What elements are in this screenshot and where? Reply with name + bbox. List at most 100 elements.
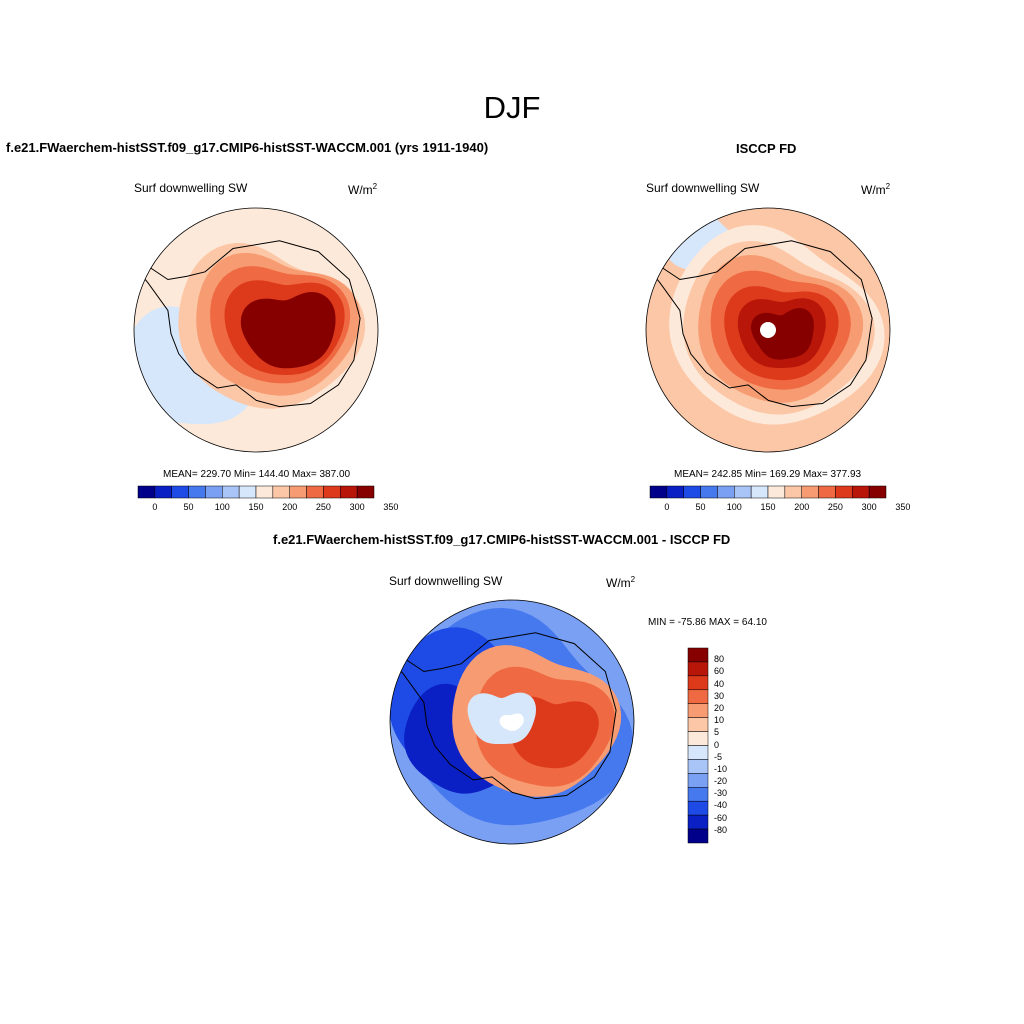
obs-colorbar-box: [750, 485, 769, 499]
obs-colorbar-box: [649, 485, 668, 499]
diff-variable-label: Surf downwelling SW: [389, 574, 503, 588]
obs-colorbar-tick: 50: [695, 502, 706, 512]
obs-stats-label: MEAN= 242.85 Min= 169.29 Max= 377.93: [674, 469, 862, 480]
model-colorbar-box: [255, 485, 274, 499]
obs-contour-8: [751, 308, 814, 360]
diff-colorbar-label: -20: [714, 776, 728, 787]
model-colorbar-box: [171, 485, 189, 499]
model-colorbar-box: [188, 485, 206, 499]
obs-colorbar-box: [852, 485, 870, 499]
model-colorbar-tick: 350: [383, 502, 399, 512]
diff-colorbar-label: 0: [714, 739, 720, 750]
diff-colorbar-label: 60: [714, 666, 725, 677]
model-colorbar-box: [340, 485, 358, 499]
diff-colorbar-box: [687, 800, 709, 816]
diff-colorbar-label: -5: [714, 751, 723, 762]
model-coastline: [134, 240, 361, 408]
diff-colorbar-box: [687, 647, 709, 663]
obs-colorbar-tick: 300: [861, 502, 877, 512]
diff-colorbar-box: [687, 828, 709, 844]
diff-colorbar-label: -10: [714, 763, 728, 774]
model-colorbar-box: [205, 485, 223, 499]
diff-colorbar-label: -60: [714, 812, 728, 823]
model-colorbar-box: [356, 485, 375, 499]
obs-variable-label: Surf downwelling SW: [646, 181, 760, 195]
diff-map-field: [390, 600, 634, 844]
obs-colorbar-tick: 150: [760, 502, 776, 512]
diff-colorbar-box: [687, 787, 709, 802]
season-title: DJF: [483, 90, 541, 125]
diff-colorbar-box: [687, 689, 709, 704]
obs-colorbar-box: [717, 485, 735, 499]
obs-colorbar-tick: 100: [726, 502, 742, 512]
obs-colorbar-box: [767, 485, 786, 499]
obs-colorbar-tick: 0: [664, 502, 670, 512]
obs-colorbar-box: [666, 485, 684, 499]
diff-map-border: [389, 599, 635, 845]
model-colorbar-tick: 300: [349, 502, 365, 512]
obs-coastline: [646, 240, 873, 408]
model-colorbar-box: [154, 485, 172, 499]
model-colorbar-tick: 150: [248, 502, 264, 512]
obs-colorbar-box: [700, 485, 718, 499]
obs-colorbar-tick: 250: [827, 502, 843, 512]
diff-colorbar-box: [687, 773, 709, 788]
obs-colorbar-tick: 350: [895, 502, 911, 512]
diff-colorbar-box: [687, 703, 709, 718]
model-colorbar-tick: 200: [282, 502, 298, 512]
diff-colorbar-box: [687, 717, 709, 732]
obs-colorbar-box: [784, 485, 802, 499]
model-colorbar-box: [238, 485, 257, 499]
model-colorbar-tick: 50: [183, 502, 194, 512]
model-colorbar-tick: 250: [315, 502, 331, 512]
obs-units-label: W/m2: [861, 182, 891, 197]
model-colorbar-tick: 100: [214, 502, 230, 512]
obs-map-field: [646, 208, 890, 452]
diff-panel-title: f.e21.FWaerchem-histSST.f09_g17.CMIP6-hi…: [273, 532, 731, 547]
diff-colorbar-box: [687, 731, 709, 746]
diff-colorbar-label: 30: [714, 690, 725, 701]
diff-colorbar-label: -80: [714, 824, 728, 835]
obs-colorbar-box: [868, 485, 887, 499]
model-stats-label: MEAN= 229.70 Min= 144.40 Max= 387.00: [163, 469, 351, 480]
model-colorbar-tick: 0: [152, 502, 158, 512]
diff-colorbar-label: 5: [714, 727, 720, 738]
obs-map-border: [645, 207, 891, 453]
diff-coastline: [390, 632, 617, 800]
model-units-label: W/m2: [348, 182, 378, 197]
diff-colorbar-label: 40: [714, 678, 725, 689]
obs-colorbar-box: [801, 485, 819, 499]
obs-pole-hole: [760, 322, 776, 338]
model-variable-label: Surf downwelling SW: [134, 181, 248, 195]
diff-colorbar-label: -30: [714, 788, 728, 799]
diff-colorbar-box: [687, 814, 709, 830]
model-colorbar-box: [306, 485, 324, 499]
obs-colorbar-box: [818, 485, 836, 499]
model-colorbar-box: [272, 485, 290, 499]
obs-colorbar-box: [734, 485, 752, 499]
diff-colorbar-box: [687, 745, 709, 760]
obs-colorbar-box: [835, 485, 853, 499]
obs-colorbar-tick: 200: [794, 502, 810, 512]
model-colorbar-box: [222, 485, 240, 499]
model-contour-6: [240, 292, 336, 369]
diff-stats-label: MIN = -75.86 MAX = 64.10: [648, 617, 767, 628]
diff-colorbar-label: 10: [714, 715, 725, 726]
diff-contour-8: [499, 713, 524, 731]
obs-colorbar-box: [683, 485, 701, 499]
diff-colorbar-label: 80: [714, 654, 725, 665]
model-panel-title: f.e21.FWaerchem-histSST.f09_g17.CMIP6-hi…: [6, 140, 489, 155]
model-colorbar-box: [289, 485, 307, 499]
diff-colorbar-label: 20: [714, 702, 725, 713]
diff-units-label: W/m2: [606, 575, 636, 590]
model-colorbar-box: [137, 485, 156, 499]
diff-colorbar-box: [687, 661, 709, 677]
diff-colorbar-box: [687, 675, 709, 691]
diff-colorbar-label: -40: [714, 800, 728, 811]
obs-panel-title: ISCCP FD: [736, 141, 797, 156]
diff-colorbar-box: [687, 759, 709, 774]
model-map-border: [133, 207, 379, 453]
model-colorbar-box: [323, 485, 341, 499]
model-map-field: [134, 208, 378, 452]
